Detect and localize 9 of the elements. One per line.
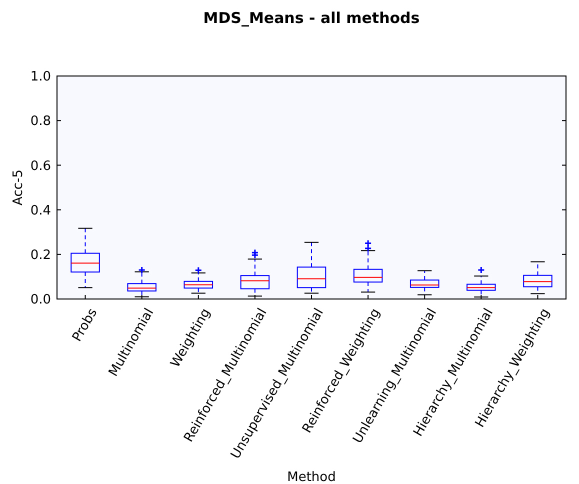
y-tick-label: 0.4 [30,203,51,218]
y-tick-label: 1.0 [30,70,51,85]
chart-title: MDS_Means - all methods [203,9,420,27]
x-axis-title: Method [287,470,336,484]
y-axis-title: Acc-5 [11,170,26,206]
y-tick-label: 0.2 [30,248,51,263]
y-tick-label: 0.8 [30,114,51,130]
y-tick-label: 0.6 [30,158,51,174]
y-tick-label: 0.0 [30,292,51,308]
